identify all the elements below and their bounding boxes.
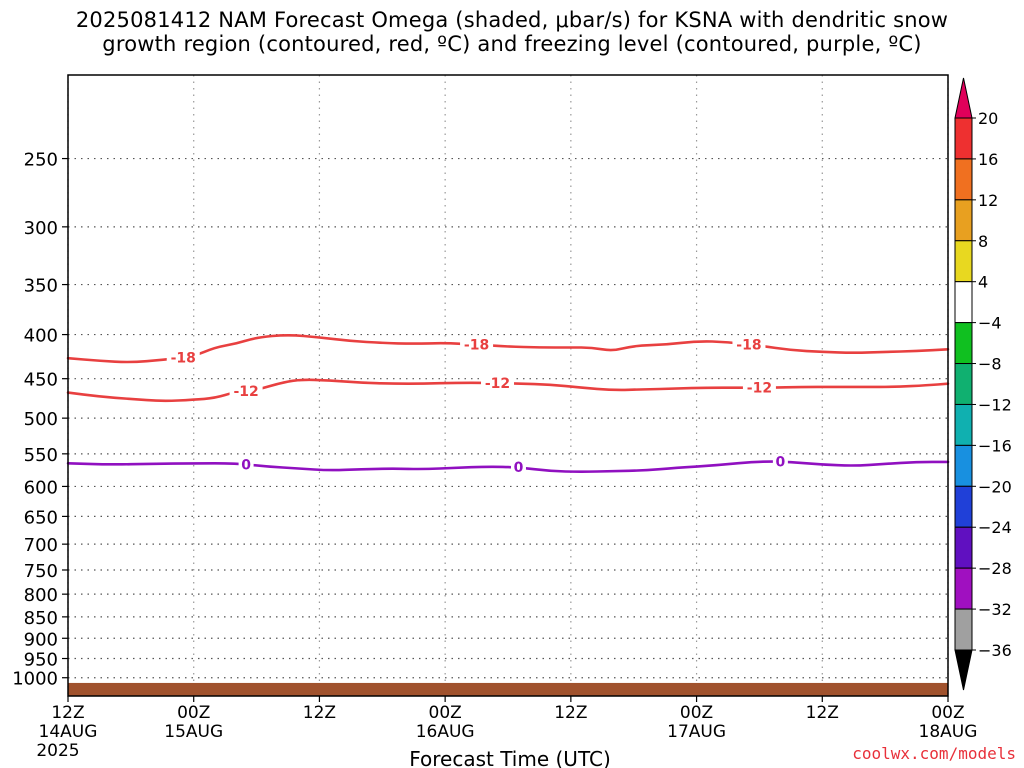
- x-tick-date: 16AUG: [416, 722, 475, 742]
- x-tick-label: 00Z: [931, 703, 964, 723]
- contour-line: [66, 378, 950, 403]
- colorbar-swatch: [954, 322, 973, 365]
- colorbar-swatch: [954, 444, 973, 487]
- contour-label-bg: [510, 459, 526, 476]
- colorbar-tick-label: −16: [978, 436, 1012, 455]
- y-tick-label: 750: [24, 561, 58, 582]
- y-tick-label: 500: [24, 409, 58, 430]
- contour-label: 0: [241, 457, 251, 473]
- x-tick-label: 12Z: [51, 703, 84, 723]
- colorbar-tick-label: −12: [978, 395, 1012, 414]
- chart-title-line-2: growth region (contoured, red, ºC) and f…: [102, 32, 922, 56]
- y-tick-label: 250: [24, 150, 58, 171]
- colorbar-tick-label: 12: [978, 191, 998, 210]
- contour-label-bg: [481, 375, 515, 392]
- colorbar-swatch: [954, 403, 973, 446]
- contour-label-bg: [166, 349, 200, 366]
- colorbar-tick-label: −4: [978, 314, 1002, 333]
- y-tick-label: 400: [24, 326, 58, 347]
- chart-title-line-1: 2025081412 NAM Forecast Omega (shaded, μ…: [75, 8, 949, 32]
- colorbar-tick-label: 4: [978, 273, 988, 292]
- colorbar-swatch: [954, 158, 973, 201]
- x-axis-label: Forecast Time (UTC): [409, 747, 611, 768]
- colorbar-tick-label: −20: [978, 477, 1012, 496]
- colorbar-tick-label: −8: [978, 355, 1002, 374]
- contour-label: -12: [233, 384, 258, 400]
- y-tick-label: 850: [24, 608, 58, 629]
- colorbar-swatch: [954, 485, 973, 528]
- colorbar-tick-label: 16: [978, 150, 998, 169]
- contour-label-bg: [772, 453, 788, 470]
- x-tick-date: 18AUG: [919, 722, 978, 742]
- colorbar-swatch: [954, 199, 973, 242]
- x-tick-label: 00Z: [177, 703, 210, 723]
- contour-label: -18: [736, 337, 761, 353]
- contour-label: -18: [171, 351, 196, 367]
- colorbar-tick-label: −32: [978, 600, 1012, 619]
- y-tick-label: 550: [24, 445, 58, 466]
- colorbar-swatch: [954, 526, 973, 569]
- y-tick-label: 700: [24, 535, 58, 556]
- ground-fill: [68, 682, 948, 696]
- credit-text: coolwx.com/models: [852, 744, 1016, 763]
- colorbar-swatch: [954, 567, 973, 610]
- colorbar-swatch: [954, 281, 973, 324]
- x-tick-date: 17AUG: [667, 722, 726, 742]
- y-tick-label: 450: [24, 370, 58, 391]
- contour-label-bg: [229, 382, 263, 399]
- y-axis-ticks: 2503003504004505005506006507007508008509…: [12, 150, 68, 690]
- contour-lines: -18 -18 -18 -12 -12 -12 0 0 0: [66, 334, 950, 476]
- y-tick-label: 800: [24, 585, 58, 606]
- colorbar: 20 16 12 8 4 −4 −8 −12 −16 −20 −24 −28 −32 −36: [954, 77, 1012, 691]
- colorbar-arrow-bottom: [954, 649, 973, 691]
- colorbar-swatch: [954, 608, 973, 651]
- y-tick-label: 650: [24, 507, 58, 528]
- y-tick-label: 300: [24, 218, 58, 239]
- y-tick-label: 600: [24, 477, 58, 498]
- contour-label: -18: [464, 338, 489, 354]
- y-tick-label: 1000: [12, 669, 58, 690]
- x-tick-label: 12Z: [554, 703, 587, 723]
- colorbar-tick-label: −24: [978, 518, 1012, 537]
- x-tick-year: 2025: [36, 741, 79, 761]
- contour-label-bg: [460, 336, 494, 353]
- colorbar-tick-label: 20: [978, 109, 998, 128]
- contour-label: 0: [776, 455, 786, 471]
- colorbar-tick-label: 8: [978, 232, 988, 251]
- contour-line: [66, 334, 950, 364]
- contour-label-bg: [238, 456, 254, 473]
- y-tick-label: 900: [24, 629, 58, 650]
- colorbar-tick-label: −36: [978, 641, 1012, 660]
- contour-label: -12: [485, 376, 510, 392]
- x-tick-date: 15AUG: [164, 722, 223, 742]
- y-tick-label: 350: [24, 276, 58, 297]
- x-tick-label: 00Z: [680, 703, 713, 723]
- colorbar-tick-label: −28: [978, 559, 1012, 578]
- ground-layer: [68, 682, 948, 696]
- colorbar-arrow-top: [954, 77, 973, 119]
- x-tick-date: 14AUG: [39, 722, 98, 742]
- plot-frame: [67, 74, 949, 697]
- contour-line: [66, 460, 950, 473]
- x-tick-label: 12Z: [806, 703, 839, 723]
- x-tick-label: 12Z: [303, 703, 336, 723]
- y-tick-label: 950: [24, 650, 58, 671]
- contour-label: 0: [514, 460, 524, 476]
- contour-label-bg: [742, 379, 776, 396]
- colorbar-swatch: [954, 363, 973, 405]
- x-tick-label: 00Z: [429, 703, 462, 723]
- colorbar-swatch: [954, 240, 973, 283]
- contour-label-bg: [732, 336, 766, 353]
- contour-label: -12: [747, 381, 772, 397]
- colorbar-swatch: [954, 117, 973, 160]
